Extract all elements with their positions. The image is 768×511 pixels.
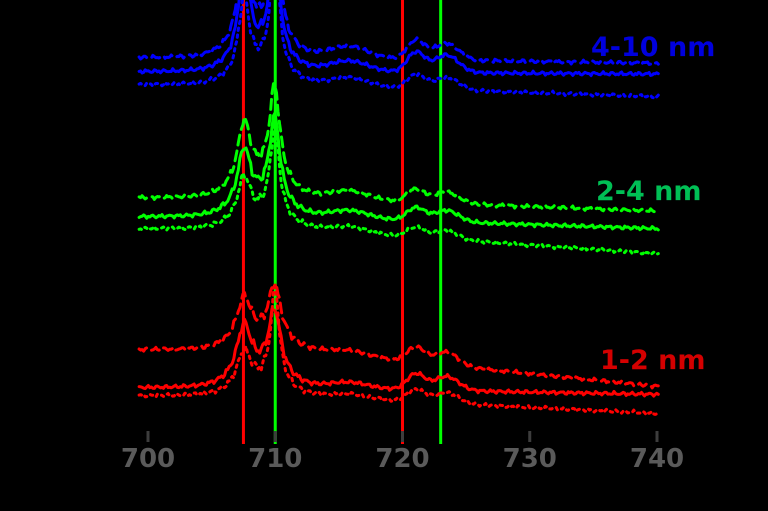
curve-2-4nm-dotted	[137, 120, 660, 257]
x-tick-label-730: 730	[503, 444, 557, 474]
x-tick-label-710: 710	[248, 444, 302, 474]
curve-1-2nm-dashed	[137, 284, 660, 390]
curve-1-2nm-solid	[137, 307, 660, 398]
x-tick-label-740: 740	[630, 444, 684, 474]
series-label-1-2nm: 1-2 nm	[600, 345, 706, 376]
curve-2-4nm-dashed	[137, 82, 660, 214]
x-tick-label-720: 720	[375, 444, 429, 474]
curve-4-10nm-dashed	[137, 0, 660, 67]
curve-4-10nm-solid	[137, 0, 660, 78]
curve-4-10nm-dotted	[137, 0, 660, 100]
x-tick-label-700: 700	[121, 444, 175, 474]
series-label-4-10nm: 4-10 nm	[591, 32, 716, 63]
series-label-2-4nm: 2-4 nm	[596, 176, 702, 207]
curve-1-2nm-dotted	[137, 281, 660, 417]
curve-2-4nm-solid	[137, 111, 660, 232]
